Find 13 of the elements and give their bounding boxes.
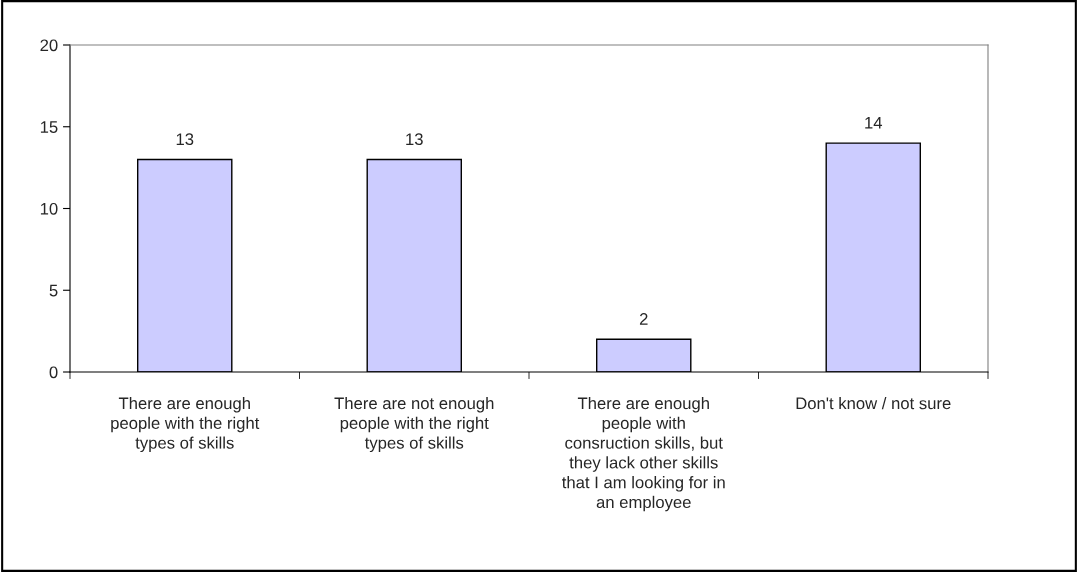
- y-tick-label: 20: [40, 39, 58, 52]
- data-label: 2: [639, 313, 648, 325]
- data-label: 14: [865, 117, 883, 129]
- y-tick-label: 0: [49, 366, 58, 379]
- data-label: 13: [176, 133, 194, 146]
- y-tick-label: 15: [40, 121, 58, 133]
- y-tick-label: 5: [49, 284, 58, 297]
- y-tick-label: 10: [40, 202, 58, 215]
- x-tick-label: Don't know / not sure: [796, 397, 951, 410]
- x-tick-label: There are enough people with consruction skills, but they lack other skills that I am looking for in an employee: [562, 397, 725, 512]
- x-tick-label: There are not enough people with the right types of skills: [334, 397, 494, 453]
- data-label: 13: [406, 133, 423, 146]
- x-tick-label: There are enough people with the right types of skills: [111, 397, 260, 453]
